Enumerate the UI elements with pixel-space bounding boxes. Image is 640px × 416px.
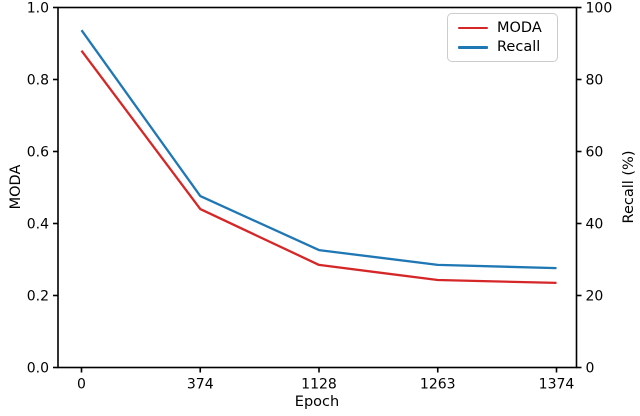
plot-border-group (57, 6, 578, 369)
right-tick-label: 0 (586, 361, 595, 377)
legend-entry-recall: Recall (448, 40, 557, 55)
left-tick-label: 0.2 (27, 289, 49, 305)
x-tick-label: 1263 (420, 377, 456, 393)
x-tick-label: 1128 (301, 377, 337, 393)
plot-area: 0 374 1128 1263 1374 0.0 0.2 0.4 0.6 0.8 1.0 0 20 4… (27, 1, 613, 393)
legend-label-moda: MODA (497, 19, 542, 36)
data-series-group (80, 29, 557, 285)
left-tick-label: 0.0 (27, 361, 49, 377)
x-axis-title: Epoch (294, 394, 340, 410)
right-axis-title: Recall (%) (621, 150, 637, 224)
moda-line (80, 50, 557, 285)
left-tick-label: 0.6 (27, 145, 49, 161)
left-tick-label: 0.4 (27, 217, 49, 233)
plot-border (57, 6, 578, 369)
right-tick-label: 40 (586, 217, 604, 233)
left-tick-label: 0.8 (27, 73, 49, 89)
x-tick-label: 0 (77, 377, 86, 393)
right-tick-label: 80 (586, 73, 604, 89)
left-tick-label: 1.0 (27, 1, 49, 17)
x-tick-label: 1374 (539, 377, 575, 393)
right-tick-label: 100 (586, 1, 613, 17)
x-tick-label: 374 (187, 377, 214, 393)
right-tick-label: 60 (586, 145, 604, 161)
legend-entry-moda: MODA (448, 19, 557, 36)
legend-label-recall: Recall (497, 39, 541, 55)
left-axis-title: MODA (8, 164, 24, 210)
left-axis-ticks: 0.0 0.2 0.4 0.6 0.8 1.0 (27, 1, 58, 377)
legend: MODA Recall (447, 13, 558, 62)
moda-line-swatch (458, 26, 488, 29)
right-tick-label: 20 (586, 289, 604, 305)
x-axis-ticks: 0 374 1128 1263 1374 (77, 367, 575, 393)
recall-line-swatch (458, 46, 488, 49)
recall-line (80, 29, 557, 270)
right-axis-ticks: 0 20 40 60 80 100 (576, 1, 613, 377)
